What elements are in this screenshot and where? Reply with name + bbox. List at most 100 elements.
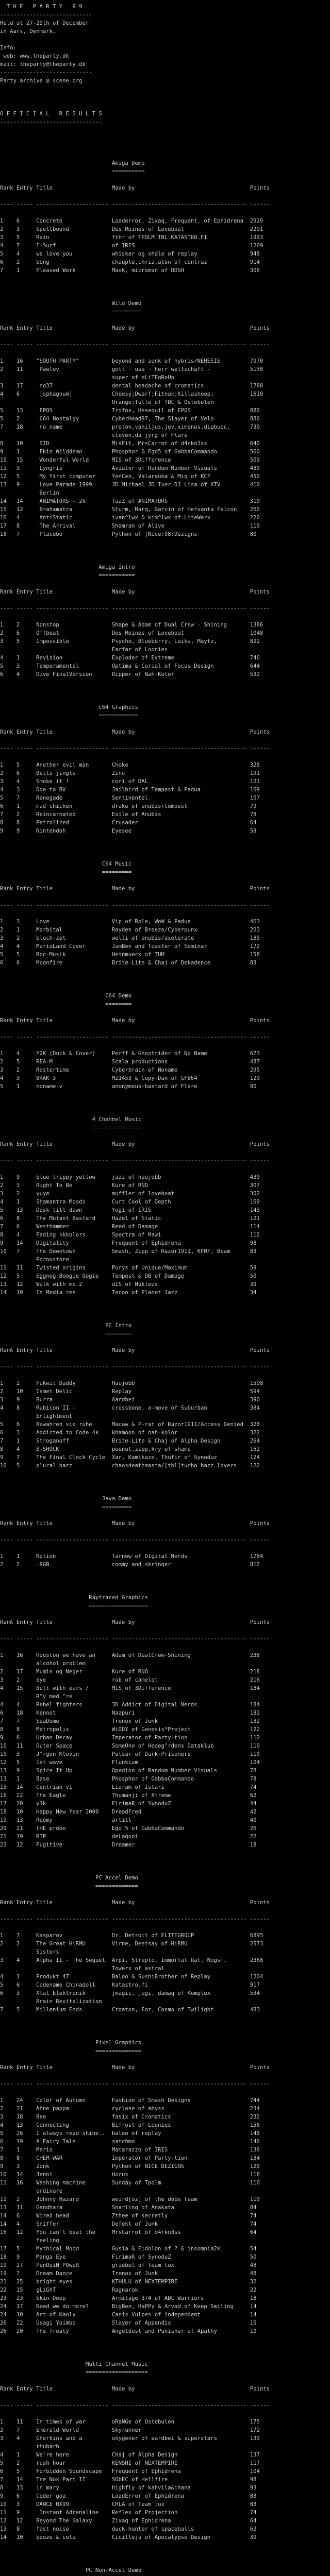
blank-line bbox=[0, 1008, 330, 1016]
result-row-continuation: Enlightment bbox=[0, 1413, 112, 1419]
blank-line bbox=[0, 695, 330, 703]
result-row: 1 3 Love Vip of Role, WoW & Padua 463 bbox=[0, 919, 260, 925]
result-row: 4 1 Revision Exploder of Extreme 746 bbox=[0, 655, 260, 661]
blank-line bbox=[0, 613, 330, 621]
result-row: 19 7 Dream Dance Trenox of Junk 48 bbox=[0, 2270, 257, 2277]
section-heading: PC Intro bbox=[0, 1323, 132, 1329]
blank-line bbox=[0, 1626, 330, 1635]
blank-line bbox=[0, 1486, 330, 1495]
blank-line bbox=[0, 2541, 330, 2550]
result-row: 16 12 You can't beat the MrsCarrot of d4… bbox=[0, 2229, 257, 2235]
result-row: 1 16 Houston we have an Adam of DualCrew… bbox=[0, 1652, 260, 1658]
info-label: Info: bbox=[0, 45, 16, 51]
blank-line bbox=[0, 291, 330, 299]
blank-line bbox=[0, 151, 330, 159]
result-row: 9 14 Digitality Frequent of Ephidrena 98 bbox=[0, 1240, 257, 1246]
blank-line bbox=[0, 1610, 330, 1618]
blank-line bbox=[0, 2055, 330, 2063]
section-underline: ============== bbox=[0, 2048, 142, 2054]
column-header: Rank Entry Title Made by Points bbox=[0, 185, 270, 191]
result-row: 2 2 .RGB. commy and skringer 812 bbox=[0, 1562, 260, 1568]
result-row: 2 3 Spellbound Des Moines of Loveboat 22… bbox=[0, 226, 263, 232]
result-row: 1 6 Concrete Loaderror, Zixaq, Frequent.… bbox=[0, 218, 263, 224]
section-underline: ============= bbox=[0, 1883, 138, 1889]
column-rule: ---- ----- ---------------------- ------… bbox=[0, 1034, 270, 1040]
result-row-continuation: Pornostore bbox=[0, 1257, 112, 1263]
result-row-continuation: super of eLiTEgRoUp bbox=[0, 375, 175, 381]
blank-line bbox=[0, 909, 330, 918]
result-row: 6 18 Kennot Naapuri 182 bbox=[0, 1710, 260, 1716]
result-row: 14 6 Wired head Zthee of secretly 74 bbox=[0, 2213, 257, 2219]
result-row: 5 2 rush hour KENSHI of NEXTEMPIRE 117 bbox=[0, 2460, 260, 2466]
blank-line bbox=[0, 1511, 330, 1519]
result-row: 5 13 Dosk till dawn Yogi of IRIS 143 bbox=[0, 1207, 260, 1213]
result-row: 6 1 mad chicken drake of anubis+tempest … bbox=[0, 803, 257, 809]
blank-line bbox=[0, 176, 330, 184]
result-row: 8 10 SID MisFit, MrsCarrot of d4rkn3ss 6… bbox=[0, 440, 260, 447]
header-rule: ---------------------------- bbox=[0, 12, 92, 18]
section-underline: ================== bbox=[0, 1603, 148, 1609]
result-row: 14 10 In Media res Tecon of Planet Jazz … bbox=[0, 1290, 257, 1296]
section-heading: C64 Demo bbox=[0, 993, 132, 999]
section-heading: PC Non-Accel Demo bbox=[0, 2567, 142, 2573]
blank-line bbox=[0, 1041, 330, 1049]
column-header: Rank Entry Title Made by Points bbox=[0, 2064, 270, 2071]
section-underline: ========= bbox=[0, 1504, 132, 1510]
column-rule: ---- ----- ---------------------- ------… bbox=[0, 605, 270, 612]
result-row: 3 4 Smoke it ! cori of DAL 121 bbox=[0, 778, 260, 785]
result-row: 1 7 Kasparov Dr. Detroit of ELITEGROUP 6… bbox=[0, 1933, 263, 1939]
web-line: web: www.theparty.dk bbox=[0, 53, 69, 59]
result-row: 10 3 J°rgen Klevin Pulsar of Dark-Prison… bbox=[0, 1751, 260, 1757]
result-row: 24 17 Need we do more? BigBen, HaPPy & A… bbox=[0, 2303, 257, 2310]
column-rule: ---- ----- ---------------------- ------… bbox=[0, 2402, 270, 2409]
blank-line bbox=[0, 1569, 330, 1577]
result-row-continuation: R°v med °re bbox=[0, 1693, 112, 1700]
result-row: 5 5 Roc-Musik Heinmueck of TUM 158 bbox=[0, 952, 260, 958]
section-underline: ========= bbox=[0, 869, 132, 875]
blank-line bbox=[0, 93, 330, 101]
result-row: 4 1 Shamantra Moods Curt Cool of Depth 1… bbox=[0, 1199, 260, 1205]
result-row: 9 7 The Final Clock Cycle Xar, Kamikaze,… bbox=[0, 1454, 260, 1461]
mail-line: mail: theparty@theparty.dk bbox=[0, 61, 86, 67]
blank-line bbox=[0, 332, 330, 341]
result-row: 2 6 Bells jingle Zinc 191 bbox=[0, 770, 260, 776]
column-rule: ---- ----- ---------------------- ------… bbox=[0, 1158, 270, 1164]
result-row: 13 8 fast noise duck-hunter of spaceball… bbox=[0, 2526, 257, 2532]
blank-line bbox=[0, 1849, 330, 1857]
result-row: 2 6 Offbeat Des Moines of Loveboat 1048 bbox=[0, 630, 263, 636]
result-row: 13 12 Walk with me 2 dIS of Nukleus 39 bbox=[0, 1281, 257, 1287]
blank-line bbox=[0, 2014, 330, 2022]
blank-line bbox=[0, 2550, 330, 2558]
column-rule: ---- ----- ---------------------- ------… bbox=[0, 201, 270, 208]
result-row: 1 9 blue trippy yellow jazz of haujobb 4… bbox=[0, 1174, 260, 1180]
result-row: 16 4 AntiStatic ivan^lwx & kim^lwx of Li… bbox=[0, 515, 260, 521]
column-header: Rank Entry Title Made by Points bbox=[0, 1347, 270, 1353]
result-row-continuation: alcohol problem bbox=[0, 1660, 112, 1667]
result-row: 5 4 we love you whisker og xhale of repl… bbox=[0, 251, 260, 257]
result-row: 3 5 Rain fthr of TPOLM TBL KATASTRO.FI 1… bbox=[0, 234, 263, 241]
section-heading: Wild Demo bbox=[0, 300, 142, 307]
blank-line bbox=[0, 1577, 330, 1585]
result-row: 6 3 Addicted to Code 4k khamoon of nah-k… bbox=[0, 1430, 260, 1436]
result-row: 16 22 The Eagle Thumanji of Xtreme 62 bbox=[0, 1792, 257, 1799]
result-row: 9 1 Fkin Wilddemo Phosphor & Ego5 of Gab… bbox=[0, 449, 260, 455]
result-row: 23 23 Skin Deep Armitage 374 of ABC Warr… bbox=[0, 2295, 257, 2301]
result-row: 3 4 Alpha II - The Sequel Arpi, Strepto,… bbox=[0, 1957, 263, 1963]
blank-line bbox=[0, 1338, 330, 1346]
result-row: 6 19 A Fairy Tale satchmo 146 bbox=[0, 2139, 260, 2145]
result-row: 8 13 in mary highfly of kahvila&ihana 93 bbox=[0, 2485, 257, 2491]
section-heading: PC Accel Demo bbox=[0, 1875, 138, 1881]
column-rule: ---- ----- ---------------------- ------… bbox=[0, 1537, 270, 1543]
blank-line bbox=[0, 1866, 330, 1874]
result-row: 7 7 SeaDome Trenox of Junk 132 bbox=[0, 1718, 260, 1724]
blank-line bbox=[0, 555, 330, 563]
blank-line bbox=[0, 1132, 330, 1140]
result-row: 12 12 Beyond The Galaxy Zixaq of Ephidre… bbox=[0, 2518, 257, 2524]
result-row: 15 14 Centrian_v1 Liaram of Istari 74 bbox=[0, 1784, 257, 1790]
result-row: 13 9 Spice It Up Opedion of Random Numbe… bbox=[0, 1768, 257, 1774]
result-row: 12 5 1st wave Flunkium 104 bbox=[0, 1759, 260, 1766]
party-title: T H E P A R T Y 9 9 bbox=[0, 4, 82, 10]
result-row: 4 1 Produkt 47 Baloo & SushiBrother of R… bbox=[0, 1974, 263, 1980]
archive-line: Party archive @ scene.org bbox=[0, 78, 82, 84]
